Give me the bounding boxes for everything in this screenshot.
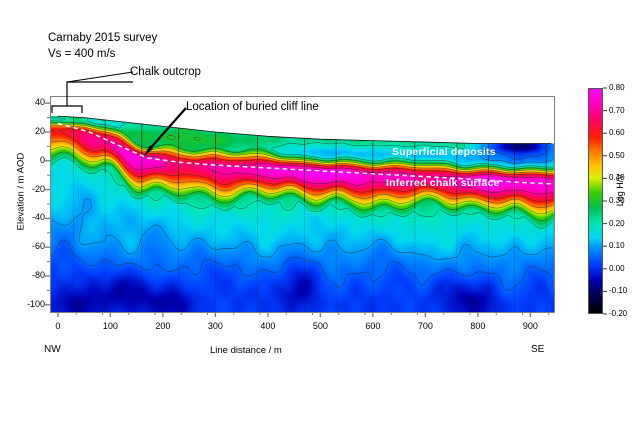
colorbar-tick-label: 0.00 — [609, 263, 625, 273]
y-tick-label: -40 — [31, 212, 45, 223]
colorbar-tick-label: 0.30 — [609, 196, 625, 205]
y-tick-label: 20 — [34, 126, 45, 136]
x-tick-label: 700 — [417, 321, 433, 331]
colorbar-label: Log H/V — [615, 173, 625, 207]
annotation-buried-cliff: Location of buried cliff line — [186, 101, 319, 113]
x-tick-label: 600 — [365, 321, 381, 331]
colorbar-tick-label: 0.80 — [609, 83, 625, 92]
orientation-se: SE — [531, 344, 545, 355]
colorbar-tick-label: 0.70 — [609, 105, 625, 115]
figure-title: Carnaby 2015 survey Vs = 400 m/s — [48, 30, 157, 62]
x-tick-label: 500 — [312, 321, 328, 331]
y-tick-label: -20 — [31, 183, 45, 194]
orientation-nw: NW — [44, 344, 61, 355]
colorbar-tick-label: 0.60 — [609, 128, 625, 138]
colorbar-tick-label: 0.10 — [609, 241, 625, 251]
y-tick-label: -60 — [31, 241, 45, 252]
colorbar-tick-label: 0.50 — [609, 150, 625, 160]
title-line-1: Carnaby 2015 survey — [48, 32, 158, 44]
y-tick-label: -80 — [31, 270, 45, 280]
x-tick-label: 900 — [522, 321, 538, 331]
label-inferred-chalk-surface: Inferred chalk surface — [386, 177, 500, 189]
colorbar-tick-label: 0.20 — [609, 218, 625, 228]
colorbar-ticks — [603, 87, 607, 315]
y-tick-label: -100 — [26, 298, 45, 309]
annotation-chalk-outcrop: Chalk outcrop — [130, 66, 201, 78]
colorbar-tick-label: -0.20 — [609, 309, 628, 318]
x-tick-label: 100 — [102, 321, 118, 331]
x-axis-label: Line distance / m — [210, 345, 282, 356]
colorbar-tick-label: -0.10 — [609, 286, 628, 296]
x-tick-label: 0 — [55, 321, 61, 331]
title-line-2: Vs = 400 m/s — [48, 48, 116, 60]
x-tick-label: 800 — [470, 321, 486, 331]
y-tick-label: 40 — [34, 97, 45, 108]
x-tick-label: 300 — [207, 321, 223, 331]
x-tick-label: 200 — [155, 321, 171, 331]
colorbar-gradient — [588, 88, 603, 314]
y-tick-label: 0 — [39, 154, 45, 165]
hv-section-heatmap — [50, 96, 554, 312]
label-superficial-deposits: Superficial deposits — [392, 146, 496, 158]
colorbar-tick-label: 0.40 — [609, 173, 625, 183]
x-tick-label: 400 — [260, 321, 276, 331]
